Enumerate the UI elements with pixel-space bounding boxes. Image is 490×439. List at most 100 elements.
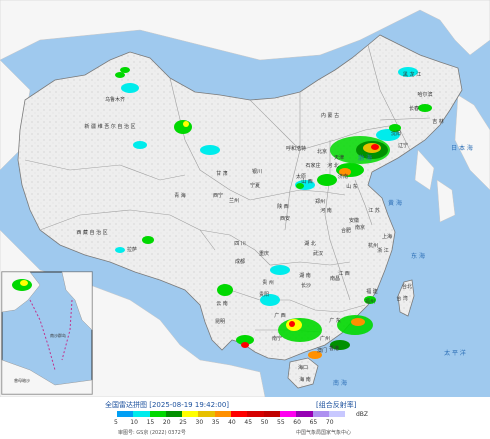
scale-tick-45: 45	[244, 419, 253, 426]
label-ningxia: 宁夏	[250, 182, 260, 189]
label-taiwan: 台 湾	[396, 295, 408, 302]
scale-tick-10: 10	[130, 419, 138, 426]
map-approval-number: 审图号: GS京 (2022) 0372号	[118, 430, 186, 436]
label-hubei: 湖 北	[304, 240, 316, 247]
scale-tick-5: 5	[114, 419, 118, 426]
city-xian: 西安	[280, 215, 290, 222]
scale-color-35	[214, 411, 232, 417]
city-hefei: 合肥	[341, 227, 351, 234]
city-fuzhou: 福州	[365, 298, 375, 305]
label-sichuan: 四 川	[234, 241, 246, 247]
label-zhejiang: 浙 江	[377, 247, 389, 254]
label-jilin: 吉 林	[432, 118, 444, 125]
map-labels: 黑 龙 江吉 林辽宁 内 蒙 古新 疆 维 吾 尔 自 治 区西 藏 自 治 区 青…	[76, 71, 443, 383]
sea-nanhai: 南 海	[333, 379, 347, 387]
label-liaoning: 辽宁	[398, 142, 408, 149]
city-kunming: 昆明	[215, 319, 225, 325]
label-anhui: 安徽	[349, 217, 359, 224]
city-guangzhou: 广州	[320, 335, 330, 342]
scale-color-5	[117, 411, 134, 417]
legend-title: 全国雷达拼图 [2025-08-19 19:42:00]	[105, 401, 230, 409]
label-jiangxi: 江 西	[338, 270, 350, 277]
label-hebei: 河 北	[327, 162, 339, 169]
scale-color-60	[296, 411, 313, 417]
neighbor-land	[0, 0, 490, 397]
label-guangdong: 广 东	[329, 317, 341, 324]
label-shandong: 山 东	[346, 183, 358, 190]
city-jinan: 济南	[338, 173, 348, 180]
scale-color-40	[231, 411, 248, 417]
city-nanning: 南宁	[272, 335, 282, 342]
city-changchun: 长春	[409, 105, 419, 112]
label-chongqing: 重庆	[259, 250, 269, 257]
label-henan: 河 南	[320, 207, 332, 214]
radar-echoes	[115, 67, 432, 359]
scale-color-55	[279, 411, 297, 417]
city-shanghai: 上海	[382, 233, 392, 240]
city-taibei: 台北	[402, 283, 412, 290]
scale-tick-60: 60	[293, 419, 301, 426]
city-huhehaote: 呼和浩特	[286, 145, 306, 152]
city-lasa: 拉萨	[127, 246, 137, 253]
sea-bohai: 渤 海	[358, 154, 372, 162]
scale-color-10	[133, 411, 150, 417]
city-wulumuqi: 乌鲁木齐	[105, 96, 125, 103]
scale-tick-70: 70	[325, 419, 334, 426]
radar-map: 黑 龙 江吉 林辽宁 内 蒙 古新 疆 维 吾 尔 自 治 区西 藏 自 治 区 青…	[0, 0, 490, 397]
city-wuhan: 武汉	[313, 250, 323, 257]
sea-donghai: 东 海	[411, 252, 425, 260]
city-beijing: 北京	[317, 148, 327, 155]
scale-color-20	[165, 411, 183, 417]
city-zhengzhou: 郑州	[315, 198, 325, 205]
label-hainan: 海 南	[299, 376, 311, 383]
scale-unit: dBZ	[356, 411, 369, 418]
china-landmass	[17, 34, 463, 389]
city-yinchuan: 银川	[252, 168, 262, 175]
city-xianggang: 香港	[329, 345, 339, 352]
scale-color-30	[198, 411, 215, 417]
inset-label-nansha: 南沙群岛	[50, 332, 66, 338]
scale-tick-15: 15	[146, 419, 155, 426]
label-hunan: 湖 南	[299, 272, 311, 279]
city-shenyang: 沈阳	[391, 130, 401, 137]
echo-north-china	[295, 124, 401, 190]
scale-tick-35: 35	[211, 419, 220, 426]
city-aomen: 澳门	[317, 347, 327, 354]
city-shijiazhuang: 石家庄	[305, 162, 320, 169]
city-hangzhou: 杭州	[368, 242, 378, 249]
city-tianjin: 天津	[334, 154, 344, 161]
label-xizang: 西 藏 自 治 区	[76, 229, 107, 236]
scale-tick-65: 65	[309, 419, 318, 426]
scale-color-65	[312, 411, 329, 417]
scale-color-70	[328, 411, 346, 417]
credit-text: 中国气象局国家气象中心	[296, 430, 352, 436]
product-type: [组合反射率]	[316, 401, 357, 409]
sea-huanghai: 黄 海	[388, 199, 402, 207]
scale-color-50	[263, 411, 280, 417]
city-chengdu: 成都	[235, 258, 245, 265]
south-china-sea-inset	[1, 271, 93, 395]
scale-color-15	[149, 411, 166, 417]
label-shanxi: 山 西	[301, 178, 313, 185]
city-haikou: 海口	[298, 364, 308, 371]
label-shaanxi: 陕 西	[277, 203, 289, 210]
city-nanchang: 南昌	[330, 275, 340, 282]
inset-label-zengmu: 曾母暗沙	[14, 377, 30, 383]
echo-south-china	[217, 265, 376, 359]
scale-tick-25: 25	[179, 419, 187, 426]
city-guiyang: 贵阳	[259, 291, 269, 298]
label-neimenggu: 内 蒙 古	[321, 112, 339, 119]
sea-labels: 渤 海黄 海东 海南 海 太 平 洋 日 本 海	[333, 144, 473, 387]
label-guangxi: 广 西	[274, 312, 286, 319]
scale-tick-50: 50	[260, 419, 269, 426]
legend-panel: 全国雷达拼图 [2025-08-19 19:42:00] [组合反射率] dBZ…	[0, 397, 490, 439]
city-taiyuan: 太原	[296, 173, 306, 180]
taiwan-island	[397, 279, 415, 317]
echo-west	[115, 67, 220, 253]
echo-northeast	[115, 67, 432, 112]
city-lanzhou: 兰州	[229, 197, 239, 204]
label-fujian: 福 建	[366, 288, 378, 295]
scale-tick-40: 40	[228, 419, 236, 426]
city-changsha: 长沙	[301, 282, 311, 289]
